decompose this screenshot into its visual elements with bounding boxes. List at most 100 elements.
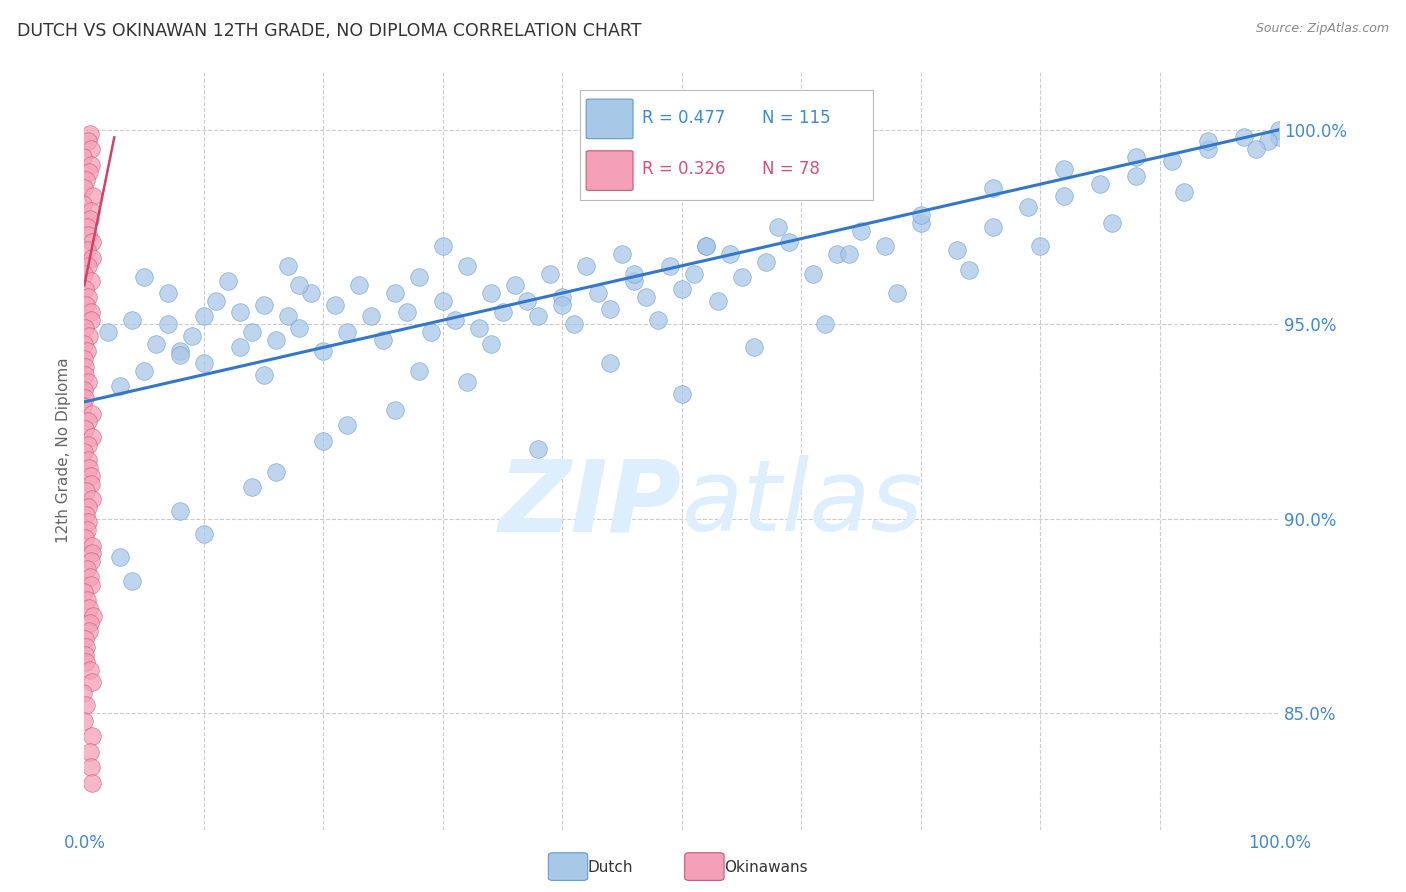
Point (80, 577, 103, 591)
Y-axis label: 12th Grade, No Diploma: 12th Grade, No Diploma (56, 358, 72, 543)
Text: DUTCH VS OKINAWAN 12TH GRADE, NO DIPLOMA CORRELATION CHART: DUTCH VS OKINAWAN 12TH GRADE, NO DIPLOMA… (17, 22, 641, 40)
Point (373, 333, 395, 347)
Point (169, 348, 191, 362)
Point (575, 259, 598, 273)
Point (76, 344, 98, 359)
Point (80, 468, 103, 483)
Point (80, 305, 103, 319)
Point (432, 239, 454, 253)
Point (145, 336, 167, 351)
Point (72, 181, 94, 195)
Point (73, 267, 96, 281)
Point (827, 247, 849, 261)
Point (80, 729, 103, 743)
Point (671, 282, 693, 296)
Point (73, 585, 96, 599)
Point (444, 313, 467, 327)
Point (1053, 188, 1076, 202)
Point (77, 453, 100, 467)
Point (264, 465, 287, 479)
Point (277, 259, 299, 273)
Point (886, 285, 908, 300)
Point (766, 219, 789, 234)
Point (755, 255, 778, 269)
Point (77, 624, 100, 639)
Point (73, 336, 96, 351)
Point (80, 313, 103, 327)
Point (1029, 239, 1052, 253)
Point (636, 290, 658, 304)
Point (80, 274, 103, 288)
Point (132, 364, 156, 378)
Point (1268, 130, 1291, 145)
Point (77, 414, 100, 428)
Point (981, 181, 1004, 195)
Point (479, 336, 502, 351)
Point (612, 247, 634, 261)
Point (75, 391, 97, 405)
Point (551, 290, 574, 304)
Point (82, 608, 104, 623)
Point (479, 285, 502, 300)
Point (396, 305, 419, 319)
Point (110, 379, 132, 393)
Point (77, 165, 100, 179)
Point (910, 208, 932, 222)
Point (73, 352, 96, 367)
Point (157, 285, 180, 300)
Point (77, 437, 100, 451)
Point (803, 267, 825, 281)
Point (79, 204, 101, 219)
Point (72, 714, 94, 728)
Point (683, 267, 706, 281)
Point (1257, 134, 1279, 148)
Point (72, 196, 94, 211)
Point (72, 445, 94, 459)
Point (77, 290, 100, 304)
Point (76, 500, 98, 514)
Point (79, 212, 101, 227)
Point (540, 267, 562, 281)
Point (408, 270, 430, 285)
Point (80, 407, 103, 421)
Point (1018, 201, 1040, 215)
Point (492, 305, 515, 319)
Point (229, 305, 252, 319)
Point (79, 601, 101, 615)
Point (169, 504, 191, 518)
Point (76, 376, 98, 390)
Point (229, 340, 252, 354)
Point (527, 442, 550, 456)
Point (981, 219, 1004, 234)
Point (875, 239, 897, 253)
Point (80, 142, 103, 156)
Point (75, 656, 97, 670)
Point (76, 219, 98, 234)
Point (1161, 153, 1184, 168)
Point (851, 224, 873, 238)
Point (301, 285, 323, 300)
Point (80, 539, 103, 553)
Point (181, 328, 204, 343)
Point (73, 422, 96, 436)
Point (838, 247, 860, 261)
Point (623, 274, 645, 288)
Point (623, 267, 645, 281)
Point (79, 127, 101, 141)
Point (240, 325, 263, 339)
Point (503, 278, 526, 293)
Point (946, 244, 969, 258)
Point (80, 776, 103, 790)
Point (1197, 142, 1219, 156)
Point (72, 686, 94, 700)
Point (253, 298, 276, 312)
Point (193, 527, 215, 541)
Point (157, 317, 180, 331)
Point (82, 251, 104, 265)
Point (82, 188, 104, 202)
Point (264, 333, 287, 347)
Point (312, 434, 335, 448)
Point (73, 359, 96, 374)
Point (79, 745, 101, 759)
Point (217, 274, 239, 288)
